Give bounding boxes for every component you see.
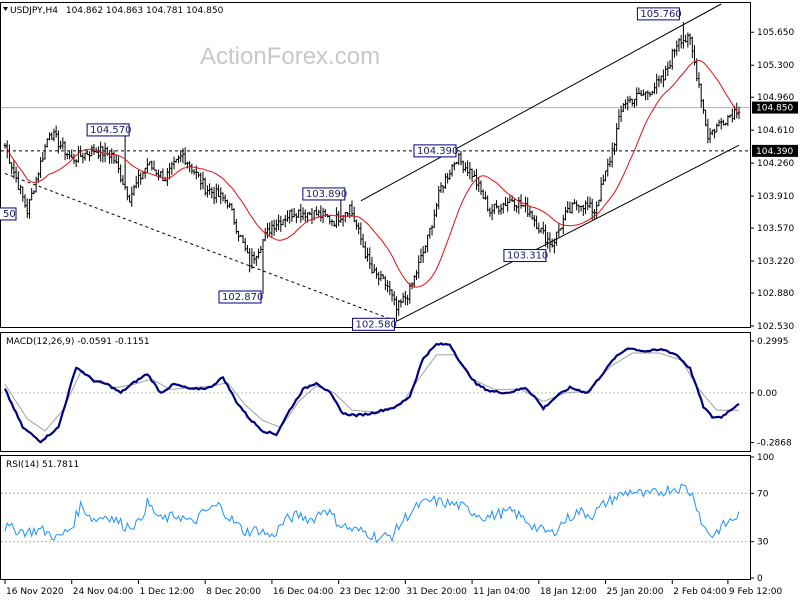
macd-plot: 0.2995 0.00 -0.2868 bbox=[1, 337, 792, 449]
time-tick-label: 25 Jan 20:00 bbox=[607, 587, 664, 597]
price-annotation-label: 102.870 bbox=[222, 292, 263, 303]
time-tick-label: 9 Feb 12:00 bbox=[729, 587, 783, 597]
trendlines bbox=[4, 3, 740, 322]
rsi-line bbox=[4, 483, 740, 544]
price-tick-label: 105.650 bbox=[757, 28, 794, 38]
time-tick-label: 8 Dec 20:00 bbox=[206, 587, 261, 597]
price-annotation-box bbox=[413, 144, 457, 158]
symbol-timeframe: USDJPY,H4 bbox=[10, 6, 58, 16]
time-tick-label: 31 Dec 20:00 bbox=[406, 587, 467, 597]
price-annotation-label: 103.310 bbox=[507, 251, 548, 262]
time-tick-label: 24 Nov 04:00 bbox=[73, 587, 134, 597]
symbol-label: USDJPY,H4 104.862 104.863 104.781 104.85… bbox=[10, 6, 224, 16]
time-tick-label: 2 Feb 04:00 bbox=[673, 587, 727, 597]
channel-upper-line bbox=[360, 3, 722, 202]
macd-tick-label: 0.2995 bbox=[757, 337, 789, 347]
time-tick-label: 16 Dec 04:00 bbox=[273, 587, 334, 597]
price-annotations: 104.570 102.870 103.890 102.580 104.390 103.3… bbox=[0, 7, 682, 331]
moving-average-group bbox=[4, 59, 740, 288]
price-annotation-label: 105.760 bbox=[640, 9, 681, 20]
rsi-title: RSI(14) 51.7811 bbox=[6, 460, 79, 470]
price-annotation-box bbox=[503, 249, 547, 263]
price-annotation-box bbox=[636, 7, 680, 21]
level-price-box bbox=[752, 144, 798, 157]
level-price-label: 104.390 bbox=[756, 147, 793, 157]
moving-average-line bbox=[4, 59, 740, 288]
price-tick-label: 103.220 bbox=[757, 257, 794, 267]
macd-main-line bbox=[4, 342, 740, 444]
rsi-tick-label: 0 bbox=[757, 574, 763, 584]
rsi-panel-frame bbox=[0, 455, 751, 580]
macd-tick-label: -0.2868 bbox=[757, 439, 792, 449]
trend-line-dashed bbox=[4, 173, 397, 322]
macd-tick-label: 0.00 bbox=[757, 389, 777, 399]
rsi-plot: 100 70 30 0 bbox=[1, 453, 774, 584]
channel-lower-line bbox=[396, 144, 740, 322]
price-tick-label: 102.880 bbox=[757, 289, 794, 299]
price-tick-label: 103.570 bbox=[757, 224, 794, 234]
time-tick-label: 18 Jan 12:00 bbox=[540, 587, 597, 597]
time-tick-label: 16 Nov 2020 bbox=[6, 587, 64, 597]
price-annotation-box bbox=[86, 123, 130, 137]
left-clipped-box bbox=[0, 207, 17, 221]
macd-title: MACD(12,26,9) -0.0591 -0.1151 bbox=[6, 337, 150, 347]
ohlc-values: 104.862 104.863 104.781 104.850 bbox=[66, 6, 224, 16]
rsi-tick-label: 30 bbox=[757, 538, 769, 548]
price-tick-label: 103.910 bbox=[757, 192, 794, 202]
time-tick-label: 1 Dec 12:00 bbox=[139, 587, 194, 597]
price-annotation-box bbox=[218, 290, 262, 304]
price-annotation-label: 103.890 bbox=[306, 189, 347, 200]
price-tick-label: 105.300 bbox=[757, 61, 794, 71]
current-price-box bbox=[752, 101, 798, 114]
price-annotation-label: 102.580 bbox=[355, 319, 396, 330]
price-annotation-box bbox=[302, 187, 346, 201]
price-bars bbox=[3, 21, 741, 322]
rsi-tick-label: 100 bbox=[757, 453, 774, 463]
rsi-tick-label: 70 bbox=[757, 489, 769, 499]
watermark: ActionForex.com bbox=[200, 43, 380, 70]
price-axis: 105.650 105.300 104.960 104.610 104.260 103.9… bbox=[750, 28, 798, 332]
price-annotation-box bbox=[351, 317, 395, 331]
price-tick-label: 104.610 bbox=[757, 126, 794, 136]
macd-panel-frame bbox=[0, 332, 751, 452]
price-annotation-label: 104.570 bbox=[90, 125, 131, 136]
price-tick-label: 102.530 bbox=[757, 322, 794, 332]
left-clipped-label: 50 bbox=[3, 209, 16, 220]
time-tick-label: 11 Jan 04:00 bbox=[473, 587, 530, 597]
current-price-label: 104.850 bbox=[756, 104, 793, 114]
price-tick-label: 104.260 bbox=[757, 159, 794, 169]
price-annotation-label: 104.390 bbox=[417, 146, 458, 157]
price-tick-label: 104.960 bbox=[757, 93, 794, 103]
time-tick-label: 23 Dec 12:00 bbox=[340, 587, 401, 597]
dropdown-triangle-icon[interactable] bbox=[3, 7, 8, 11]
time-axis: 16 Nov 2020 24 Nov 04:00 1 Dec 12:00 8 Dec … bbox=[4, 580, 783, 597]
